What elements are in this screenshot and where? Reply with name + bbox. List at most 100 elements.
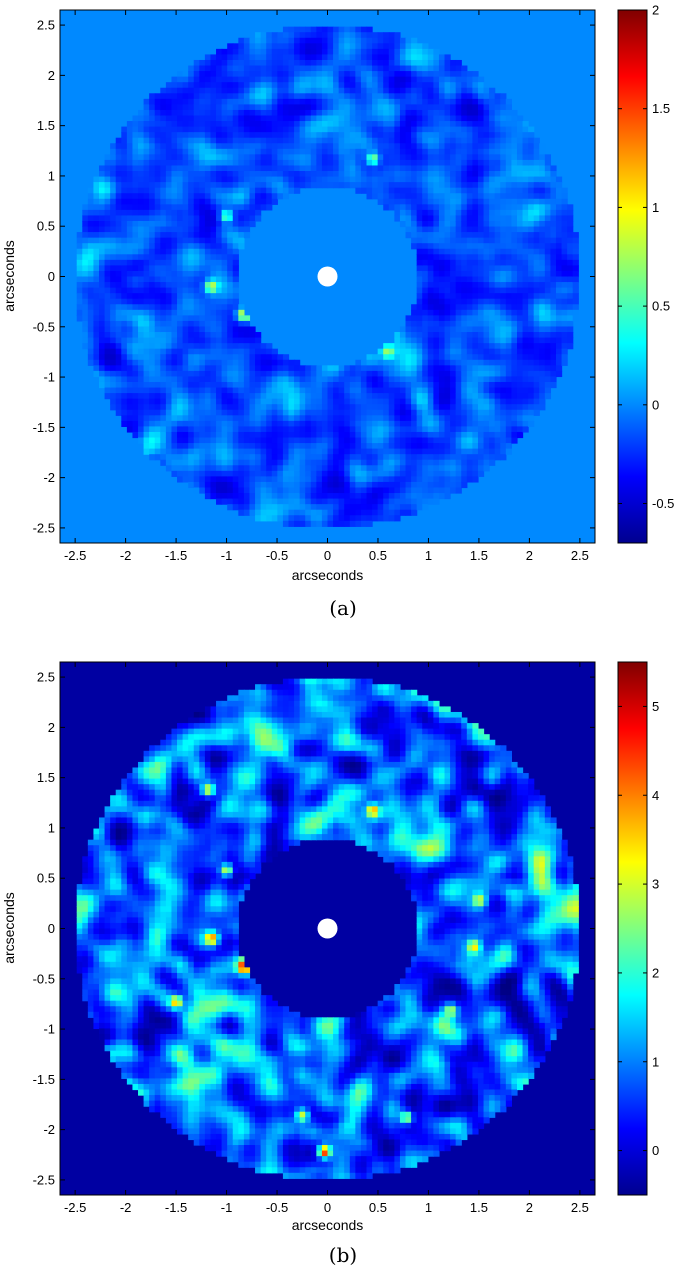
heatmap-cell: [99, 370, 106, 378]
heatmap-cell: [416, 298, 423, 305]
heatmap-cell: [483, 404, 490, 411]
heatmap-cell: [483, 237, 490, 244]
heatmap-cell: [232, 437, 239, 444]
heatmap-cell: [422, 121, 429, 128]
heatmap-cell: [450, 226, 457, 233]
heatmap-cell: [383, 65, 390, 72]
heatmap-cell: [288, 59, 295, 67]
heatmap-cell: [333, 148, 340, 155]
heatmap-cell: [466, 343, 473, 350]
heatmap-cell: [305, 470, 312, 477]
heatmap-cell: [260, 121, 267, 128]
heatmap-cell: [489, 370, 496, 378]
heatmap-cell: [227, 226, 234, 233]
heatmap-cell: [472, 326, 479, 333]
heatmap-cell: [243, 354, 251, 361]
heatmap-cell: [255, 420, 262, 427]
heatmap-cell: [227, 465, 234, 472]
heatmap-cell: [165, 309, 173, 316]
heatmap-cell: [165, 343, 173, 350]
heatmap-cell: [199, 154, 206, 161]
heatmap-cell: [422, 431, 429, 439]
heatmap-cell: [416, 159, 423, 167]
heatmap-cell: [477, 148, 485, 155]
heatmap-cell: [349, 404, 356, 411]
heatmap-cell: [126, 248, 134, 255]
heatmap-cell: [110, 304, 117, 311]
heatmap-cell: [444, 431, 451, 439]
heatmap-cell: [299, 159, 306, 167]
heatmap-cell: [121, 226, 128, 233]
heatmap-cell: [143, 337, 150, 344]
heatmap-cell: [450, 126, 457, 133]
heatmap-cell: [372, 115, 379, 122]
heatmap-cell: [344, 498, 351, 505]
heatmap-cell: [477, 209, 485, 217]
heatmap-cell: [321, 132, 329, 139]
heatmap-cell: [199, 220, 206, 228]
heatmap-cell: [388, 426, 395, 433]
heatmap-cell: [321, 431, 329, 439]
heatmap-cell: [210, 237, 217, 244]
heatmap-cell: [277, 121, 284, 128]
heatmap-cell: [232, 226, 239, 233]
heatmap-cell: [405, 232, 412, 239]
heatmap-cell: [405, 187, 412, 194]
heatmap-cell: [310, 381, 317, 389]
heatmap-cell: [243, 348, 251, 355]
heatmap-cell: [204, 332, 212, 339]
heatmap-cell: [427, 248, 434, 255]
heatmap-cell: [299, 43, 306, 50]
heatmap-cell: [494, 171, 501, 178]
heatmap-cell: [243, 65, 251, 72]
heatmap-cell: [399, 454, 407, 461]
heatmap-cell: [266, 498, 273, 505]
heatmap-cell: [411, 48, 418, 56]
heatmap-cell: [299, 154, 306, 161]
heatmap-cell: [204, 398, 212, 405]
heatmap-cell: [182, 304, 189, 311]
heatmap-cell: [188, 76, 195, 83]
heatmap-cell: [383, 82, 390, 89]
heatmap-cell: [282, 498, 290, 505]
heatmap-cell: [171, 226, 178, 233]
heatmap-cell: [477, 287, 485, 294]
heatmap-cell: [199, 76, 206, 83]
heatmap-cell: [177, 309, 184, 316]
heatmap-cell: [160, 393, 167, 400]
heatmap-cell: [199, 470, 206, 477]
heatmap-cell: [427, 176, 434, 183]
heatmap-cell: [489, 365, 496, 372]
heatmap-cell: [177, 409, 184, 416]
heatmap-cell: [321, 493, 329, 500]
heatmap-cell: [338, 398, 345, 405]
heatmap-cell: [433, 348, 440, 355]
heatmap-cell: [115, 293, 122, 300]
heatmap-cell: [104, 370, 111, 378]
heatmap-cell: [344, 470, 351, 477]
heatmap-cell: [466, 104, 473, 111]
heatmap-cell: [394, 470, 401, 477]
heatmap-cell: [450, 76, 457, 83]
heatmap-cell: [450, 476, 457, 483]
heatmap-cell: [483, 332, 490, 339]
heatmap-cell: [461, 159, 468, 167]
heatmap-cell: [433, 381, 440, 389]
heatmap-cell: [377, 504, 384, 511]
heatmap-cell: [199, 398, 206, 405]
heatmap-cell: [132, 204, 139, 211]
heatmap-cell: [349, 393, 356, 400]
heatmap-cell: [132, 409, 139, 416]
heatmap-cell: [294, 176, 301, 183]
heatmap-cell: [177, 398, 184, 405]
heatmap-cell: [377, 37, 384, 44]
heatmap-cell: [383, 182, 390, 189]
heatmap-cell: [427, 481, 434, 489]
heatmap-cell: [216, 132, 223, 139]
heatmap-cell: [165, 304, 173, 311]
heatmap-cell: [500, 276, 507, 283]
heatmap-cell: [372, 498, 379, 505]
heatmap-cell: [455, 115, 462, 122]
heatmap-cell: [355, 132, 362, 139]
heatmap-cell: [299, 420, 306, 427]
